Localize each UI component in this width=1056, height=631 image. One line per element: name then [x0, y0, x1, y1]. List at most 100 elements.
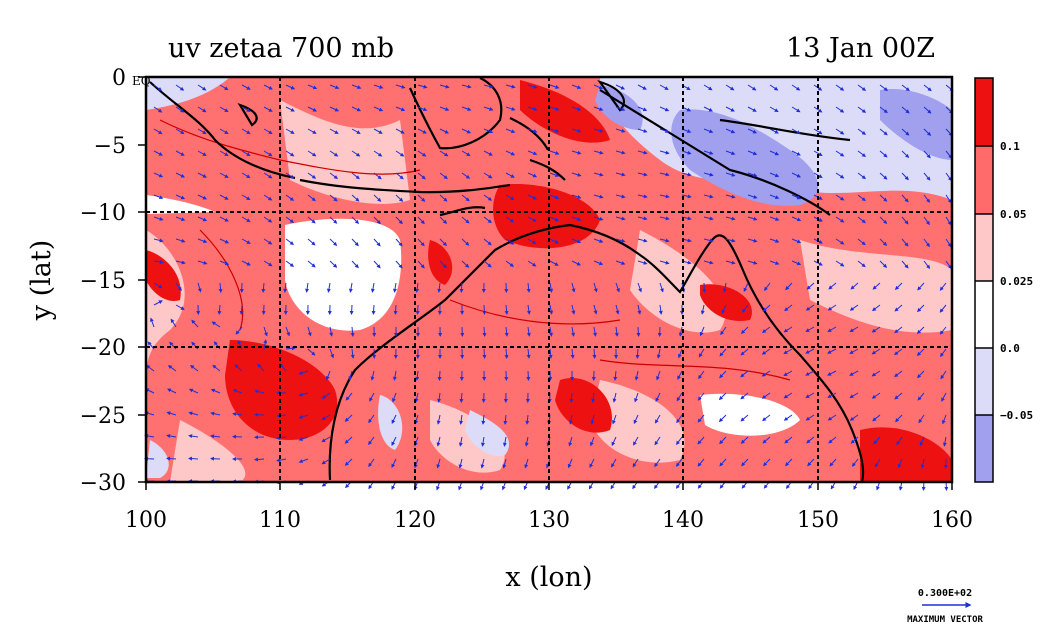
equator-label: EQ	[132, 74, 151, 88]
wind-vector-arrow	[439, 172, 448, 180]
field-light-pink	[430, 400, 505, 473]
wind-vector-arrow	[321, 392, 331, 399]
wind-vector-arrow	[392, 370, 397, 381]
wind-vector-arrow	[344, 414, 353, 422]
wind-vector-arrow	[615, 238, 626, 243]
wind-vector-arrow	[879, 172, 888, 180]
wind-vector-arrow	[436, 436, 441, 447]
wind-vector-arrow	[614, 326, 619, 337]
field-blue	[880, 89, 952, 160]
wind-vector-arrow	[210, 434, 221, 439]
wind-vector-arrow	[901, 260, 909, 269]
wind-vector-arrow	[939, 304, 947, 313]
wind-vector-arrow	[659, 128, 670, 133]
wind-vector-arrow	[634, 392, 639, 403]
wind-vector-arrow	[329, 326, 334, 337]
wind-vector-arrow	[219, 84, 229, 91]
wind-vector-arrow	[791, 216, 802, 222]
wind-vector-arrow	[703, 106, 713, 112]
wind-vector-arrow	[725, 84, 735, 91]
wind-vector-arrow	[851, 458, 859, 467]
wind-vector-arrow	[658, 304, 663, 315]
wind-vector-arrow	[783, 414, 793, 421]
wind-vector-arrow	[307, 150, 317, 157]
wind-vector-arrow	[263, 194, 273, 201]
wind-vector-arrow	[188, 434, 199, 439]
wind-vector-arrow	[210, 411, 221, 416]
wind-vector-arrow	[835, 216, 845, 223]
wind-vector-arrow	[241, 194, 251, 201]
wind-vector-arrow	[368, 458, 375, 468]
wind-vector-arrow	[720, 326, 727, 336]
wind-vector-arrow	[703, 84, 713, 91]
field-bright-red	[428, 240, 453, 285]
wind-vector-arrow	[350, 326, 355, 337]
x-tick-label: 120	[394, 508, 436, 533]
wind-vector-arrow	[827, 370, 837, 376]
wind-vector-arrow	[761, 370, 771, 377]
wind-vector-arrow	[849, 348, 859, 354]
wind-vector-arrow	[783, 326, 793, 333]
field-bright-red	[225, 340, 338, 440]
wind-vector-arrow	[871, 348, 881, 355]
wind-vector-arrow	[654, 458, 661, 468]
wind-vector-arrow	[239, 304, 244, 315]
wind-vector-arrow	[916, 326, 925, 335]
wind-vector-arrow	[329, 194, 338, 202]
wind-vector-arrow	[329, 348, 335, 359]
field-bright-red	[860, 427, 952, 482]
wind-vector-arrow	[527, 260, 537, 267]
wind-vector-arrow	[719, 436, 727, 445]
wind-vector-arrow	[805, 304, 815, 311]
wind-vector-arrow	[719, 370, 727, 379]
wind-vector-arrow	[769, 172, 780, 178]
wind-vector-arrow	[373, 172, 382, 180]
wind-vector-arrow	[725, 260, 736, 265]
wind-vector-arrow	[611, 436, 617, 447]
wind-vector-arrow	[166, 411, 177, 416]
wind-vector-arrow	[461, 194, 470, 202]
wind-vector-arrow	[769, 106, 779, 112]
wind-vector-arrow	[879, 260, 888, 269]
wind-vector-arrow	[298, 370, 309, 375]
wind-vector-arrow	[285, 172, 295, 179]
wind-vector-arrow	[871, 370, 881, 377]
wind-vector-arrow	[153, 216, 164, 221]
wind-vector-arrow	[527, 216, 537, 222]
wind-vector-arrow	[415, 282, 420, 293]
wind-vector-arrow	[740, 414, 749, 422]
wind-vector-arrow	[437, 282, 442, 293]
wind-vector-arrow	[373, 216, 381, 225]
wind-vector-arrow	[373, 238, 381, 247]
wind-vector-arrow	[439, 106, 450, 111]
wind-vector-arrow	[637, 172, 648, 177]
y-tick-label: −25	[80, 404, 126, 429]
wind-vector-arrow	[769, 194, 780, 200]
wind-vector-arrow	[415, 304, 420, 315]
wind-vector-arrow	[549, 106, 560, 111]
wind-vector-arrow	[307, 172, 317, 179]
wind-vector-arrow	[373, 260, 381, 269]
wind-vector-arrow	[219, 106, 229, 113]
wind-vector-arrow	[703, 194, 714, 199]
wind-vector-arrow	[659, 150, 670, 155]
wind-vector-arrow	[483, 216, 492, 224]
wind-vector-arrow	[571, 84, 582, 90]
wind-vector-arrow	[763, 458, 771, 467]
wind-vector-arrow	[391, 414, 397, 425]
wind-vector-arrow	[835, 128, 845, 135]
wind-vector-arrow	[153, 106, 163, 113]
x-tick-label: 160	[931, 508, 973, 533]
wind-vector-arrow	[571, 172, 582, 177]
wind-vector-arrow	[197, 84, 207, 91]
wind-vector-arrow	[483, 238, 492, 246]
wind-vector-arrow	[232, 389, 243, 394]
wind-vector-arrow	[329, 128, 339, 134]
wind-vector-arrow	[593, 128, 604, 133]
wind-vector-arrow	[351, 238, 359, 247]
wind-vector-arrow	[637, 194, 648, 199]
wind-vector-arrow	[235, 326, 243, 335]
y-tick-label: −5	[94, 134, 126, 159]
coastline-islands	[237, 80, 625, 217]
x-tick-label: 130	[528, 508, 570, 533]
